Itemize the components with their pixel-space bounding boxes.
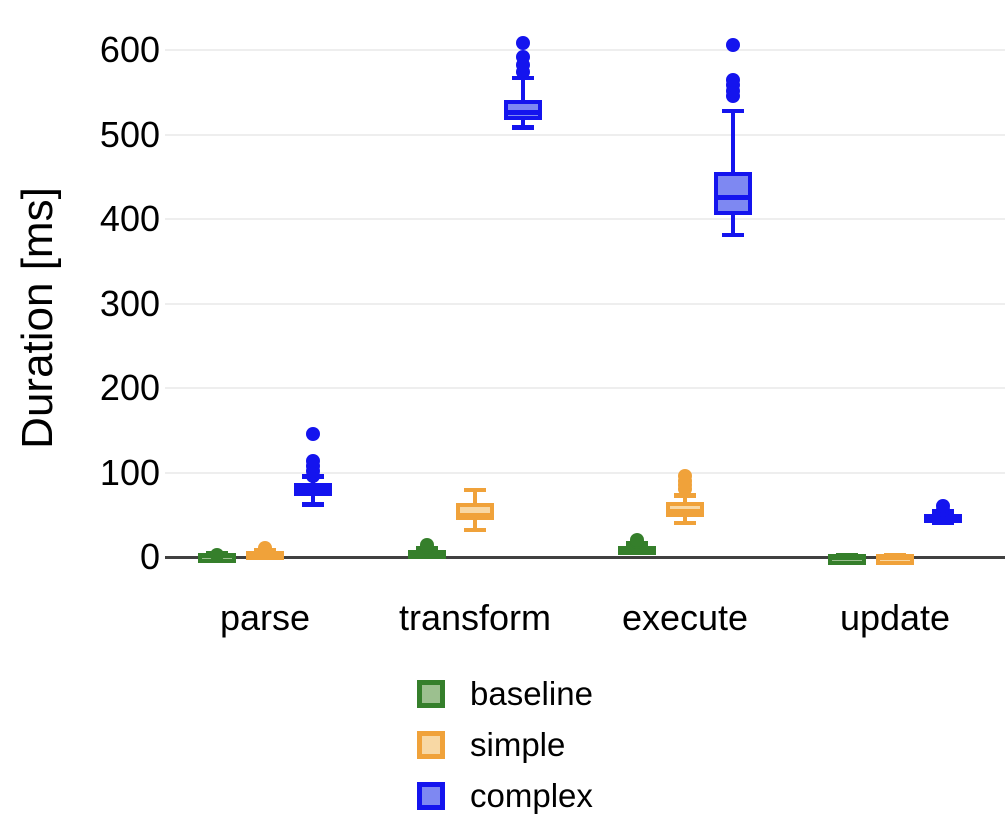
outlier-baseline-transform xyxy=(420,538,434,553)
outlier-complex-execute xyxy=(726,37,740,52)
whisker-cap-complex-update xyxy=(932,520,954,526)
gridline xyxy=(165,49,1005,51)
median-complex-update xyxy=(924,514,962,520)
outlier-complex-transform xyxy=(516,49,530,64)
outlier-complex-parse xyxy=(306,453,320,468)
outlier-complex-update xyxy=(936,499,950,514)
box-complex-execute xyxy=(714,171,752,215)
outlier-complex-parse xyxy=(306,427,320,442)
x-tick-label-execute: execute xyxy=(621,597,749,638)
gridline xyxy=(165,133,1005,136)
outlier-simple-execute xyxy=(678,468,692,483)
outlier-baseline-parse xyxy=(210,548,224,563)
y-tick-label: 500 xyxy=(99,113,160,155)
legend-label: baseline xyxy=(470,675,593,712)
x-tick-label-parse: parse xyxy=(219,597,311,638)
y-tick-label: 600 xyxy=(99,29,160,70)
y-tick-label: 300 xyxy=(99,282,160,324)
y-tick-label: 0 xyxy=(139,536,160,577)
median-complex-parse xyxy=(294,486,332,492)
legend-label: complex xyxy=(470,777,593,814)
gridline xyxy=(165,387,1005,389)
whisker-cap-complex-transform xyxy=(512,125,534,130)
x-tick-label-update: update xyxy=(839,597,951,638)
gridline xyxy=(165,218,1005,220)
whisker-cap-simple-transform xyxy=(464,527,486,533)
whisker-cap-simple-execute xyxy=(674,520,696,526)
gridline xyxy=(165,471,1005,474)
median-baseline-update xyxy=(828,553,866,559)
whisker-cap-complex-execute xyxy=(722,232,744,238)
legend-swatch-icon xyxy=(417,731,445,759)
y-tick-label: 200 xyxy=(99,367,160,408)
gridline xyxy=(165,302,1005,305)
y-tick-label: 400 xyxy=(99,198,160,239)
whisker-cap-simple-transform xyxy=(464,487,486,493)
median-simple-execute xyxy=(666,508,704,514)
legend-swatch-icon xyxy=(417,680,445,708)
median-complex-transform xyxy=(504,110,542,116)
legend-item-baseline: baseline xyxy=(417,675,593,712)
median-simple-update xyxy=(876,553,914,559)
legend-swatch-icon xyxy=(417,782,445,810)
legend-item-complex: complex xyxy=(417,777,593,814)
x-axis-line xyxy=(165,555,1005,559)
legend: baseline simple complex xyxy=(417,675,593,833)
median-complex-execute xyxy=(714,195,752,201)
outlier-complex-transform xyxy=(516,36,530,51)
whisker-cap-complex-parse xyxy=(302,502,324,507)
median-simple-transform xyxy=(456,513,494,519)
legend-label: simple xyxy=(470,726,566,763)
legend-item-simple: simple xyxy=(417,726,593,763)
x-tick-label-transform: transform xyxy=(398,597,552,638)
whisker-cap-complex-execute xyxy=(722,108,744,114)
y-tick-label: 100 xyxy=(99,451,160,493)
outlier-baseline-execute xyxy=(630,533,644,548)
outlier-complex-execute xyxy=(726,72,740,87)
box-complex-transform xyxy=(504,99,542,121)
outlier-simple-parse xyxy=(258,540,272,555)
